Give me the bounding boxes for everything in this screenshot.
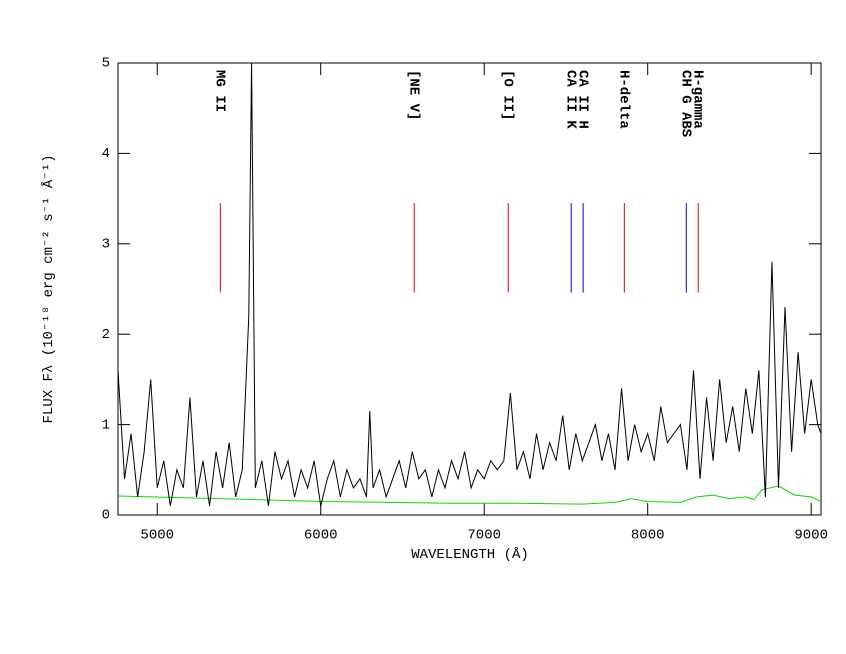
x-axis-label: WAVELENGTH (Å) (411, 546, 529, 563)
spectrum-line (117, 62, 822, 507)
line-label: [O II] (500, 70, 516, 120)
plot-frame (117, 62, 822, 516)
line-label: MG II (212, 70, 228, 112)
line-label: [NE V] (406, 70, 422, 120)
line-label: CH G ABS (678, 70, 694, 137)
line-label: CA II K (562, 70, 578, 129)
x-tick-label: 5000 (140, 528, 174, 544)
y-tick-label: 2 (102, 327, 110, 343)
x-tick-label: 8000 (631, 528, 665, 544)
y-axis-label: FLUX Fλ (10⁻¹⁸ erg cm⁻² s⁻¹ Å⁻¹) (40, 155, 57, 424)
line-label: H-delta (616, 70, 632, 129)
y-tick-label: 3 (102, 237, 110, 253)
y-tick-label: 0 (102, 508, 110, 524)
line-label: CA II H (574, 70, 590, 129)
spectrum-line (117, 485, 822, 505)
y-tick-label: 5 (102, 56, 110, 72)
y-tick-label: 1 (102, 417, 110, 433)
line-label: H-gamma (690, 70, 706, 129)
x-tick-label: 9000 (794, 528, 828, 544)
y-tick-label: 4 (102, 146, 110, 162)
x-tick-label: 6000 (304, 528, 338, 544)
x-tick-label: 7000 (467, 528, 501, 544)
